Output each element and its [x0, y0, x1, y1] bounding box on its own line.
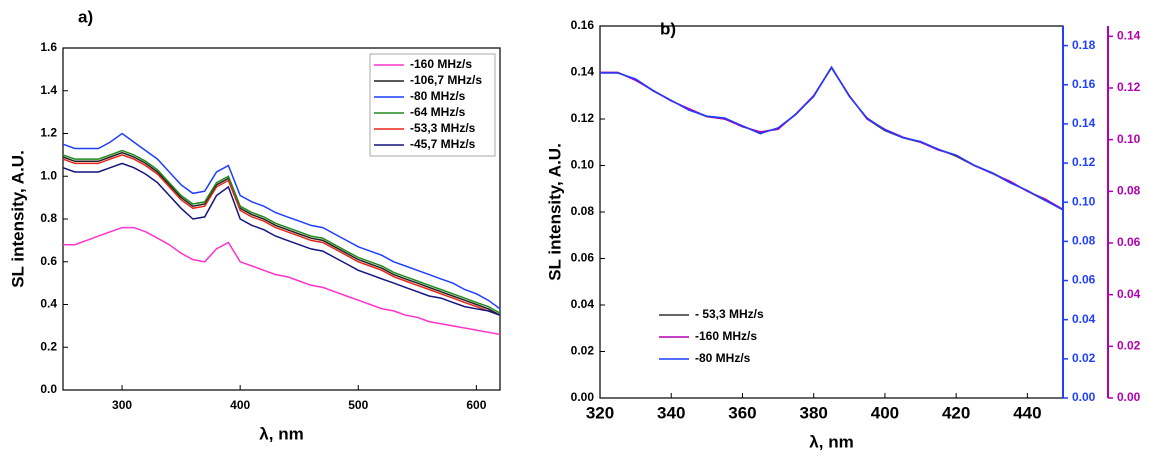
x-tick-label: 360	[728, 403, 756, 422]
y-tick-label: 0.14	[571, 65, 595, 79]
legend-label: -45,7 MHz/s	[410, 137, 476, 151]
x-tick-label: 500	[348, 398, 368, 412]
y2-tick-label: 0.10	[1072, 194, 1096, 208]
legend-label: -106,7 MHz/s	[410, 73, 482, 87]
y2-tick-label: 0.16	[1072, 77, 1096, 91]
series-line	[600, 65, 1064, 211]
series-line	[62, 132, 501, 310]
series-line	[62, 154, 501, 316]
y-tick-label: 0.12	[571, 111, 595, 125]
x-tick-label: 320	[586, 403, 614, 422]
y-tick-label: 1.4	[40, 83, 57, 97]
legend-box	[369, 53, 496, 157]
x-tick-label: 340	[657, 403, 685, 422]
series-line	[62, 162, 501, 316]
y2-tick-label: 0.04	[1072, 312, 1096, 326]
y2-tick-label: 0.08	[1072, 234, 1096, 248]
y-tick-label: 0.04	[571, 297, 595, 311]
series-line	[600, 65, 1064, 211]
x-tick-label: 300	[112, 398, 132, 412]
y-tick-label: 0.2	[40, 339, 57, 353]
x-axis-label: λ, nm	[259, 424, 303, 443]
x-tick-label: 600	[466, 398, 486, 412]
y3-tick-label: 0.06	[1117, 235, 1141, 249]
y-tick-label: 1.6	[40, 40, 57, 54]
series-line	[63, 226, 501, 336]
y3-tick-label: 0.00	[1117, 390, 1141, 404]
x-tick-label: 400	[871, 403, 899, 422]
y3-tick-label: 0.08	[1117, 184, 1141, 198]
y3-tick-label: 0.04	[1117, 287, 1141, 301]
y2-tick-label: 0.14	[1072, 116, 1096, 130]
y-tick-label: 0.06	[571, 251, 595, 265]
y-tick-label: 0.08	[571, 204, 595, 218]
legend-label: -53,3 MHz/s	[410, 121, 476, 135]
y2-tick-label: 0.06	[1072, 273, 1096, 287]
y2-tick-label: 0.02	[1072, 351, 1096, 365]
x-axis-label: λ, nm	[809, 432, 853, 451]
legend-label: -64 MHz/s	[410, 105, 466, 119]
legend-label: -160 MHz/s	[410, 57, 472, 71]
y-tick-label: 0.4	[40, 297, 57, 311]
x-tick-label: 440	[1013, 403, 1041, 422]
y-tick-label: 0.10	[571, 158, 595, 172]
panel-title: a)	[78, 7, 93, 26]
legend-label: -160 MHz/s	[695, 329, 757, 343]
y3-tick-label: 0.10	[1117, 132, 1141, 146]
y-axis-label: SL intensity, A.U.	[8, 150, 27, 288]
y2-tick-label: 0.12	[1072, 155, 1096, 169]
y2-tick-label: 0.18	[1072, 38, 1096, 52]
series-line	[62, 151, 501, 316]
y-tick-label: 0.02	[571, 344, 595, 358]
y2-tick-label: 0.00	[1072, 390, 1096, 404]
y-tick-label: 0.8	[40, 211, 57, 225]
y-tick-label: 1.2	[40, 126, 57, 140]
y-axis-label: SL intensity, A.U.	[545, 143, 564, 281]
panel-title: b)	[660, 19, 676, 38]
series-line	[62, 149, 501, 314]
legend-label: - 53,3 MHz/s	[695, 307, 764, 321]
y3-tick-label: 0.02	[1117, 339, 1141, 353]
y-tick-label: 1.0	[40, 168, 57, 182]
y3-tick-label: 0.14	[1117, 29, 1141, 43]
y-tick-label: 0.16	[571, 18, 595, 32]
y-tick-label: 0.6	[40, 254, 57, 268]
plot-frame	[599, 25, 1064, 399]
x-tick-label: 380	[800, 403, 828, 422]
y3-tick-label: 0.12	[1117, 80, 1141, 94]
legend-label: -80 MHz/s	[410, 89, 466, 103]
x-tick-label: 420	[942, 403, 970, 422]
series-line	[600, 66, 1064, 211]
y-tick-label: 0.00	[571, 390, 595, 404]
y-tick-label: 0.0	[40, 382, 57, 396]
legend-label: -80 MHz/s	[695, 351, 751, 365]
x-tick-label: 400	[230, 398, 250, 412]
